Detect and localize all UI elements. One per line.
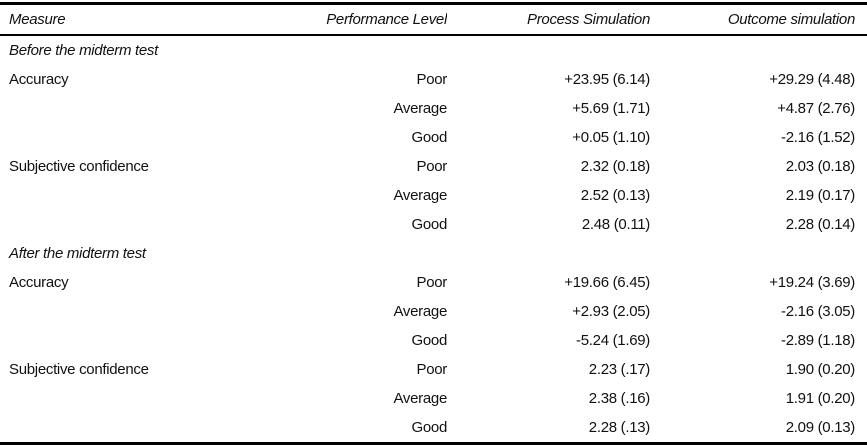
table-row: Good +0.05 (1.10) -2.16 (1.52) — [0, 123, 867, 152]
cell-performance-level: Poor — [416, 274, 448, 291]
cell-process-simulation: +5.69 (1.71) — [572, 100, 650, 117]
section-row-before-midterm: Before the midterm test — [0, 35, 867, 65]
cell-measure — [0, 210, 315, 239]
cell-outcome-simulation: 1.91 (0.20) — [785, 390, 856, 407]
cell-measure — [0, 413, 315, 444]
column-header-measure: Measure — [9, 11, 66, 28]
cell-performance-level: Poor — [416, 361, 448, 378]
cell-measure — [0, 326, 315, 355]
cell-process-simulation: +19.66 (6.45) — [564, 274, 650, 291]
cell-performance-level: Average — [393, 303, 448, 320]
cell-process-simulation: 2.23 (.17) — [588, 361, 650, 378]
cell-performance-level: Poor — [416, 71, 448, 88]
cell-performance-level: Good — [411, 216, 448, 233]
cell-measure: Subjective confidence — [9, 158, 149, 175]
cell-performance-level: Good — [411, 332, 448, 349]
cell-outcome-simulation: 2.03 (0.18) — [785, 158, 856, 175]
cell-outcome-simulation: +4.87 (2.76) — [777, 100, 855, 117]
cell-outcome-simulation: +19.24 (3.69) — [769, 274, 855, 291]
header-row: Measure Performance Level Process Simula… — [0, 4, 867, 35]
section-row-after-midterm: After the midterm test — [0, 239, 867, 268]
section-label: After the midterm test — [9, 245, 146, 262]
table-row: Average +5.69 (1.71) +4.87 (2.76) — [0, 94, 867, 123]
cell-measure — [0, 384, 315, 413]
table-row: Good -5.24 (1.69) -2.89 (1.18) — [0, 326, 867, 355]
cell-measure — [0, 94, 315, 123]
cell-process-simulation: 2.28 (.13) — [588, 419, 650, 436]
table-row: Accuracy Poor +23.95 (6.14) +29.29 (4.48… — [0, 65, 867, 94]
cell-outcome-simulation: 1.90 (0.20) — [785, 361, 856, 378]
table-row: Good 2.48 (0.11) 2.28 (0.14) — [0, 210, 867, 239]
cell-outcome-simulation: -2.16 (3.05) — [781, 303, 855, 320]
cell-outcome-simulation: 2.19 (0.17) — [785, 187, 856, 204]
cell-outcome-simulation: 2.09 (0.13) — [785, 419, 856, 436]
cell-process-simulation: +2.93 (2.05) — [572, 303, 650, 320]
cell-performance-level: Poor — [416, 158, 448, 175]
cell-outcome-simulation: +29.29 (4.48) — [769, 71, 855, 88]
cell-outcome-simulation: 2.28 (0.14) — [785, 216, 856, 233]
table-row: Accuracy Poor +19.66 (6.45) +19.24 (3.69… — [0, 268, 867, 297]
column-header-outcome-simulation: Outcome simulation — [727, 11, 855, 28]
cell-performance-level: Good — [411, 129, 448, 146]
cell-performance-level: Good — [411, 419, 448, 436]
cell-performance-level: Average — [393, 100, 448, 117]
cell-outcome-simulation: -2.16 (1.52) — [781, 129, 855, 146]
cell-outcome-simulation — [650, 35, 867, 65]
table-row: Average +2.93 (2.05) -2.16 (3.05) — [0, 297, 867, 326]
column-header-process-simulation: Process Simulation — [527, 11, 650, 28]
cell-performance-level — [315, 239, 447, 268]
column-header-performance-level: Performance Level — [326, 11, 447, 28]
cell-outcome-simulation — [650, 239, 867, 268]
cell-process-simulation: 2.52 (0.13) — [580, 187, 650, 204]
cell-process-simulation: +23.95 (6.14) — [564, 71, 650, 88]
section-label: Before the midterm test — [9, 42, 158, 59]
cell-measure: Subjective confidence — [9, 361, 149, 378]
cell-measure — [0, 123, 315, 152]
cell-performance-level — [315, 35, 447, 65]
table-row: Subjective confidence Poor 2.23 (.17) 1.… — [0, 355, 867, 384]
cell-performance-level: Average — [393, 390, 448, 407]
cell-process-simulation: 2.38 (.16) — [588, 390, 650, 407]
cell-process-simulation — [447, 239, 650, 268]
table-row: Good 2.28 (.13) 2.09 (0.13) — [0, 413, 867, 444]
cell-process-simulation: +0.05 (1.10) — [572, 129, 650, 146]
cell-process-simulation: 2.48 (0.11) — [581, 216, 650, 233]
table-row: Average 2.38 (.16) 1.91 (0.20) — [0, 384, 867, 413]
cell-measure — [0, 297, 315, 326]
cell-measure: Accuracy — [9, 274, 69, 291]
cell-measure: Accuracy — [9, 71, 69, 88]
table-row: Subjective confidence Poor 2.32 (0.18) 2… — [0, 152, 867, 181]
cell-process-simulation — [447, 35, 650, 65]
cell-performance-level: Average — [393, 187, 448, 204]
table-row: Average 2.52 (0.13) 2.19 (0.17) — [0, 181, 867, 210]
cell-measure — [0, 181, 315, 210]
cell-process-simulation: -5.24 (1.69) — [576, 332, 650, 349]
cell-outcome-simulation: -2.89 (1.18) — [781, 332, 855, 349]
cell-process-simulation: 2.32 (0.18) — [580, 158, 650, 175]
